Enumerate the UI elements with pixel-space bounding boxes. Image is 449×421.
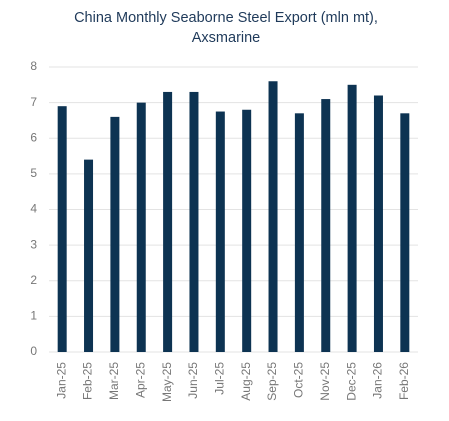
x-tick-label: Feb-26 xyxy=(397,362,411,400)
x-tick-label: Sep-25 xyxy=(265,362,279,401)
bar xyxy=(400,113,410,352)
x-tick-label: Mar-25 xyxy=(107,362,121,400)
x-tick-label: Jan-25 xyxy=(54,362,68,399)
y-tick-label: 0 xyxy=(30,344,37,358)
x-tick-label: Aug-25 xyxy=(239,362,253,401)
bar xyxy=(84,159,94,352)
x-tick-label: Jul-25 xyxy=(212,362,226,395)
x-tick-label: Nov-25 xyxy=(318,362,332,401)
bar xyxy=(163,91,173,352)
bar xyxy=(110,116,120,352)
bar xyxy=(242,109,252,352)
bar xyxy=(373,95,383,352)
y-tick-label: 2 xyxy=(30,273,37,287)
bar xyxy=(347,84,357,352)
bar xyxy=(136,102,146,352)
x-tick-label: Feb-25 xyxy=(81,362,95,400)
bar xyxy=(189,91,199,352)
chart-title: Axsmarine xyxy=(192,30,261,46)
bar xyxy=(321,99,331,352)
y-tick-label: 3 xyxy=(30,237,37,251)
chart-title: China Monthly Seaborne Steel Export (mln… xyxy=(74,10,378,26)
y-tick-label: 4 xyxy=(30,202,37,216)
y-tick-label: 5 xyxy=(30,166,37,180)
x-tick-label: Dec-25 xyxy=(344,362,358,401)
x-tick-label: May-25 xyxy=(160,362,174,402)
bar xyxy=(57,106,67,352)
bar xyxy=(215,111,225,352)
x-tick-label: Jan-26 xyxy=(371,362,385,399)
y-tick-label: 7 xyxy=(30,95,37,109)
bar xyxy=(268,81,278,352)
x-tick-label: Oct-25 xyxy=(292,362,306,398)
x-tick-label: Apr-25 xyxy=(133,362,147,398)
y-tick-label: 1 xyxy=(30,309,37,323)
y-tick-label: 6 xyxy=(30,130,37,144)
y-tick-label: 8 xyxy=(30,59,37,73)
bar xyxy=(294,113,304,352)
x-tick-label: Jun-25 xyxy=(186,362,200,399)
